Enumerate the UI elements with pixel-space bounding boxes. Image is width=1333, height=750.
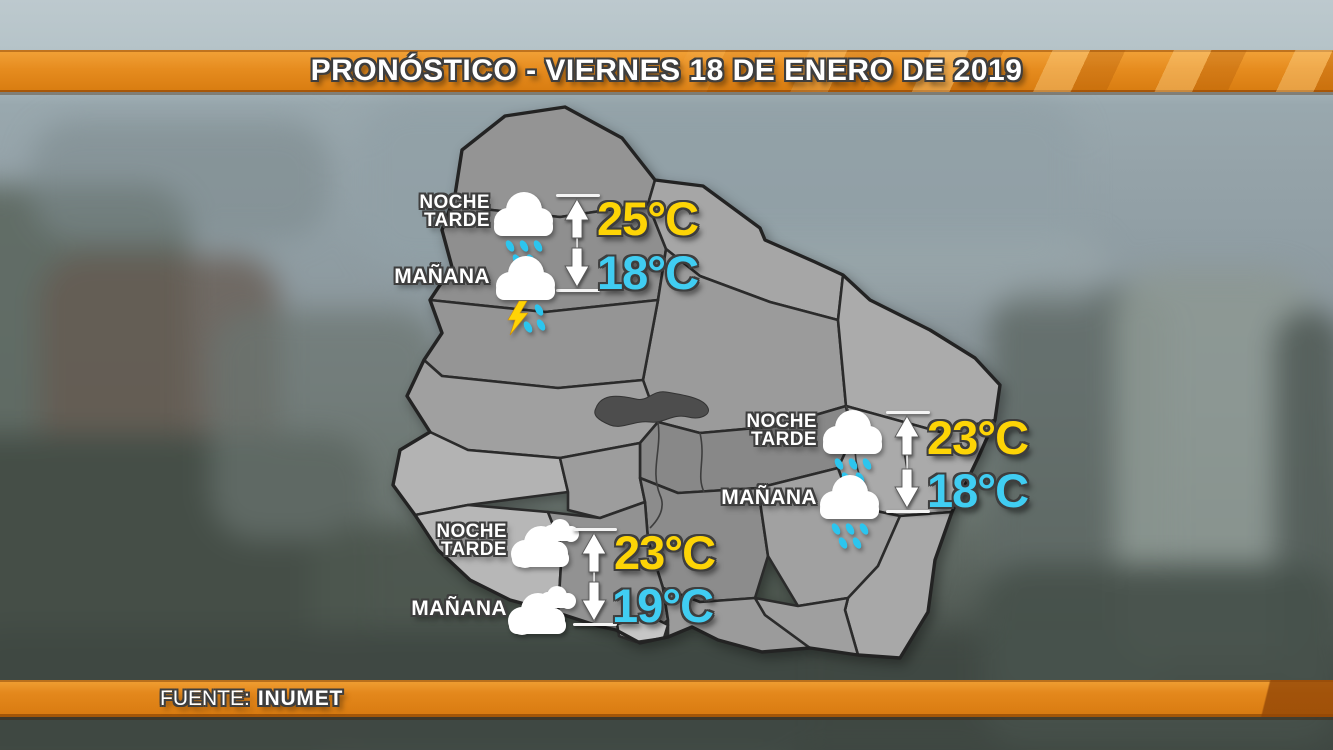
temp-max: 25°C xyxy=(597,192,699,245)
background-bridge xyxy=(30,120,330,240)
river-line xyxy=(699,432,705,493)
cloud-rain-icon xyxy=(823,410,882,484)
source-label: FUENTE: xyxy=(160,687,250,710)
period-label-manana: MAÑANA xyxy=(721,486,817,509)
footer-wedge-decoration xyxy=(1173,680,1333,717)
label-noche: NOCHE xyxy=(419,192,490,213)
period-label-noche-tarde: NOCHE TARDE xyxy=(382,192,490,231)
cloud-rain-icon xyxy=(820,475,879,549)
clouds-icon xyxy=(511,519,579,568)
label-noche: NOCHE xyxy=(746,411,817,432)
cloud-rain-icon xyxy=(494,192,553,266)
temperature-range-gauge xyxy=(886,411,930,513)
arrow-up-icon xyxy=(564,198,590,239)
clouds-icon xyxy=(508,586,576,635)
footer-bar xyxy=(0,680,1333,717)
river-line xyxy=(649,421,663,529)
footer-divider xyxy=(0,717,1333,720)
arrow-up-icon xyxy=(894,415,920,456)
reservoir-lake xyxy=(594,391,709,427)
label-tarde: TARDE xyxy=(423,210,490,231)
temp-min: 19°C xyxy=(612,579,714,632)
header-stripes-decoration xyxy=(639,50,1333,92)
temp-min: 18°C xyxy=(597,246,699,299)
page-title: PRONÓSTICO - VIERNES 18 DE ENERO DE 2019 xyxy=(310,54,1023,87)
temperature-range-gauge xyxy=(556,194,600,292)
lightning-icon xyxy=(507,300,529,336)
raindrops xyxy=(523,304,546,333)
period-label-noche-tarde: NOCHE TARDE xyxy=(399,521,507,560)
arrow-down-icon xyxy=(894,468,920,509)
arrow-down-icon xyxy=(581,581,607,622)
label-tarde: TARDE xyxy=(440,539,507,560)
source-value: INUMET xyxy=(257,687,344,710)
label-tarde: TARDE xyxy=(750,429,817,450)
arrow-down-icon xyxy=(564,247,590,288)
country-outline xyxy=(391,105,1002,660)
background-building xyxy=(210,310,440,540)
label-noche: NOCHE xyxy=(436,521,507,542)
temp-min: 18°C xyxy=(927,464,1029,517)
period-label-noche-tarde: NOCHE TARDE xyxy=(709,411,817,450)
temperature-range-gauge xyxy=(573,528,617,626)
source-attribution: FUENTE: INUMET xyxy=(160,680,343,717)
raindrops xyxy=(831,523,869,549)
header-bar xyxy=(0,50,1333,92)
arrow-up-icon xyxy=(581,532,607,573)
temp-max: 23°C xyxy=(614,526,716,579)
cloud-storm-icon xyxy=(496,256,555,336)
period-label-manana: MAÑANA xyxy=(411,597,507,620)
header-divider xyxy=(0,92,1333,95)
department-maldonado xyxy=(753,596,860,657)
period-label-manana: MAÑANA xyxy=(394,265,490,288)
temp-max: 23°C xyxy=(927,411,1029,464)
